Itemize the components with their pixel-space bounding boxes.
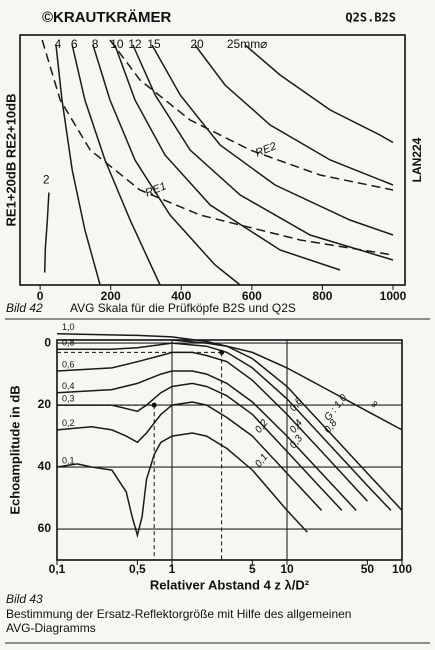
curve bbox=[56, 333, 403, 511]
figure-label: Bild 42 bbox=[6, 301, 43, 315]
point bbox=[219, 349, 225, 355]
figure-label: Bild 43 bbox=[6, 592, 43, 606]
curve-end-label: 0,6 bbox=[288, 396, 305, 414]
curve bbox=[41, 39, 394, 256]
x-tick-label: 1 bbox=[169, 562, 176, 576]
curve-label: 0,8 bbox=[62, 338, 75, 348]
curve bbox=[71, 44, 161, 286]
curve bbox=[55, 44, 101, 286]
curve-label: 8 bbox=[92, 37, 99, 51]
curve-end-label: 0,2 bbox=[253, 417, 270, 435]
curve bbox=[109, 39, 394, 191]
curve bbox=[56, 351, 368, 502]
curve-label: 4 bbox=[55, 37, 62, 51]
x-tick-label: 1000 bbox=[380, 289, 407, 303]
y-axis-label: RE1+20dB RE2+10dB bbox=[3, 94, 18, 227]
point bbox=[151, 402, 157, 408]
curve-label: 20 bbox=[190, 37, 204, 51]
curve-label: 0,4 bbox=[62, 381, 75, 391]
curve bbox=[92, 44, 241, 286]
curve bbox=[57, 342, 392, 511]
curve-label: 2 bbox=[43, 173, 50, 187]
curve-label: 0,2 bbox=[62, 418, 75, 428]
curve bbox=[132, 44, 394, 261]
y-tick-label: 60 bbox=[38, 521, 52, 535]
x-tick-label: 10 bbox=[280, 562, 294, 576]
caption: AVG Skala für die Prüfköpfe B2S und Q2S bbox=[70, 301, 296, 315]
curve-end-label: 0,3 bbox=[288, 433, 305, 451]
curve-label: RE2 bbox=[254, 140, 278, 159]
x-tick-label: 0,1 bbox=[49, 562, 66, 576]
brand: ©KRAUTKRÄMER bbox=[42, 9, 172, 26]
curve-label: 12 bbox=[128, 37, 142, 51]
caption: Bestimmung der Ersatz-Reflektorgröße mit… bbox=[6, 607, 351, 621]
x-tick-label: 50 bbox=[361, 562, 375, 576]
curve bbox=[171, 339, 403, 431]
x-axis-label: Relativer Abstand 4 z λ/D² bbox=[150, 577, 310, 592]
curve-label: 0,6 bbox=[62, 359, 75, 369]
plot-frame bbox=[56, 339, 403, 561]
x-tick-label: 800 bbox=[312, 289, 332, 303]
curve bbox=[43, 192, 50, 273]
plot-frame bbox=[19, 34, 406, 286]
y-axis-label: Echoamplitude in dB bbox=[7, 385, 22, 514]
curve-label: 1,0 bbox=[62, 322, 75, 332]
curve-label: 6 bbox=[71, 37, 78, 51]
y-tick-label: 0 bbox=[44, 335, 51, 349]
x-tick-label: 600 bbox=[242, 289, 262, 303]
curve bbox=[151, 44, 394, 236]
x-tick-label: 100 bbox=[392, 562, 412, 576]
x-tick-label: 400 bbox=[171, 289, 191, 303]
curve bbox=[57, 382, 343, 511]
curve-end-label: 0,4 bbox=[288, 417, 305, 435]
curve-end-label: ∞ bbox=[368, 398, 381, 410]
code: Q2S.B2S bbox=[345, 11, 396, 25]
curve bbox=[194, 44, 394, 186]
x-tick-label: 0 bbox=[37, 289, 44, 303]
caption: AVG-Diagramms bbox=[6, 621, 96, 635]
curve bbox=[56, 401, 323, 511]
curve-label: 0,3 bbox=[62, 393, 75, 403]
side-label: LAN224 bbox=[410, 137, 424, 182]
curve-label: 25mm⌀ bbox=[227, 37, 268, 51]
y-tick-label: 40 bbox=[38, 459, 52, 473]
curve-label: 0,1 bbox=[62, 455, 75, 465]
curve bbox=[244, 44, 394, 144]
curve bbox=[56, 432, 308, 539]
y-tick-label: 20 bbox=[38, 397, 52, 411]
x-tick-label: 0,5 bbox=[129, 562, 146, 576]
curve-label: 10 bbox=[110, 37, 124, 51]
curve-label: 15 bbox=[147, 37, 161, 51]
x-tick-label: 200 bbox=[101, 289, 121, 303]
curve-end-label: 0,8 bbox=[322, 417, 339, 435]
x-tick-label: 5 bbox=[249, 562, 256, 576]
curve-end-label: G : 1,0 bbox=[322, 392, 349, 423]
curve bbox=[114, 44, 341, 271]
curve bbox=[56, 370, 357, 511]
